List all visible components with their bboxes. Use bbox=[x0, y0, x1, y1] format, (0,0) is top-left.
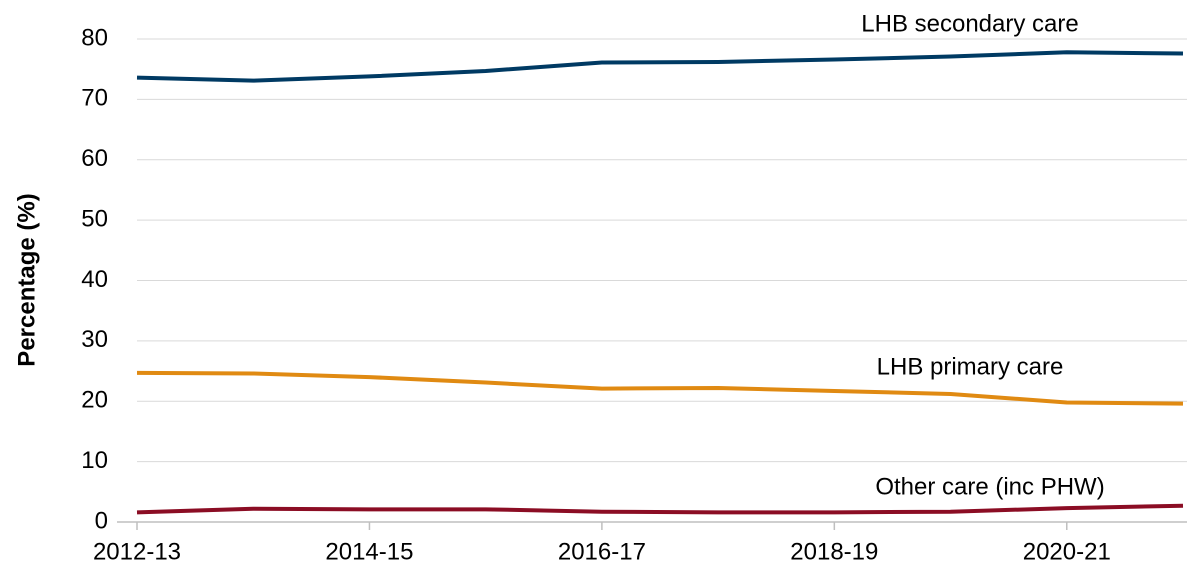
x-tick-label: 2020-21 bbox=[1023, 538, 1111, 565]
series-line bbox=[136, 370, 1184, 406]
y-tick-label: 30 bbox=[81, 326, 108, 353]
x-tick-label: 2012-13 bbox=[93, 538, 181, 565]
y-tick-label: 0 bbox=[95, 507, 108, 534]
series-label: Other care (inc PHW) bbox=[875, 473, 1104, 500]
y-tick-label: 50 bbox=[81, 205, 108, 232]
x-tick-label: 2018-19 bbox=[790, 538, 878, 565]
series-label: LHB primary care bbox=[877, 353, 1064, 380]
y-tick-label: 80 bbox=[81, 24, 108, 51]
y-tick-label: 70 bbox=[81, 85, 108, 112]
x-tick-label: 2016-17 bbox=[558, 538, 646, 565]
x-tick-label: 2014-15 bbox=[325, 538, 413, 565]
y-tick-label: 40 bbox=[81, 266, 108, 293]
series-line bbox=[136, 50, 1184, 83]
y-axis-label: Percentage (%) bbox=[13, 193, 40, 366]
y-tick-label: 60 bbox=[81, 145, 108, 172]
series-line bbox=[136, 503, 1184, 515]
y-tick-label: 20 bbox=[81, 387, 108, 414]
series-label: LHB secondary care bbox=[861, 10, 1078, 37]
y-tick-label: 10 bbox=[81, 447, 108, 474]
